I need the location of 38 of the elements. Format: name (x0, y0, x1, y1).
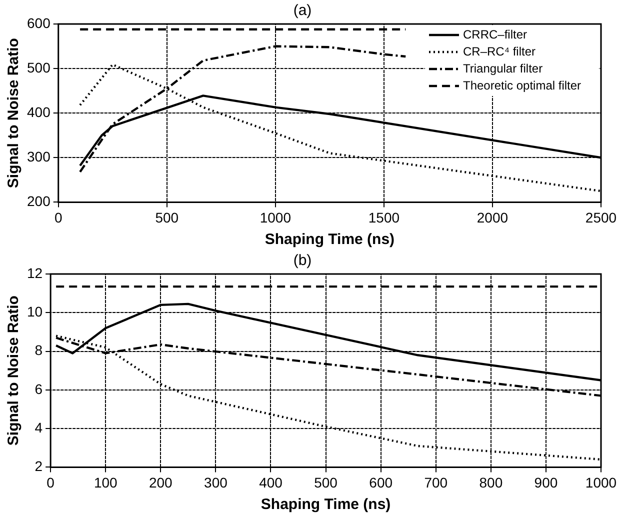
x-tick-label: 2500 (585, 209, 617, 226)
x-tick-label: 100 (94, 474, 118, 490)
y-tick-label: 4 (34, 419, 43, 436)
x-axis-title: Shaping Time (ns) (264, 231, 395, 248)
x-tick-label: 1000 (260, 209, 292, 226)
legend-label: CRRC–filter (463, 27, 528, 42)
legend-label: Theoretic optimal filter (463, 78, 582, 92)
x-tick-label: 400 (259, 474, 283, 490)
x-tick-label: 500 (314, 474, 338, 490)
legend-label: CR–RC⁴ filter (463, 44, 536, 58)
y-axis-title: Signal to Noise Ratio (5, 38, 22, 188)
x-tick-label: 500 (155, 209, 179, 226)
y-tick-label: 400 (27, 104, 51, 120)
x-tick-label: 200 (148, 474, 173, 490)
x-tick-label: 900 (534, 474, 558, 490)
y-tick-label: 12 (26, 264, 43, 281)
y-tick-label: 10 (26, 304, 43, 320)
y-tick-label: 200 (27, 193, 51, 210)
x-tick-label: 0 (54, 209, 62, 226)
y-tick-label: 500 (27, 59, 51, 76)
y-tick-label: 2 (34, 458, 43, 474)
x-tick-label: 300 (204, 474, 228, 490)
x-tick-label: 600 (369, 474, 393, 490)
y-axis-title: Signal to Noise Ratio (5, 296, 22, 446)
x-tick-label: 0 (46, 474, 55, 490)
chart-title: (a) (293, 2, 312, 20)
y-tick-label: 600 (27, 14, 51, 31)
x-tick-label: 1000 (585, 474, 617, 490)
x-tick-label: 700 (424, 474, 448, 490)
y-tick-label: 300 (27, 148, 51, 165)
y-tick-label: 8 (34, 342, 43, 358)
y-tick-label: 6 (34, 380, 43, 397)
legend-label: Triangular filter (463, 61, 543, 76)
x-tick-label: 2000 (476, 209, 508, 226)
x-tick-label: 1500 (368, 209, 400, 226)
chart-title: (b) (293, 252, 312, 270)
x-tick-label: 800 (479, 474, 503, 490)
x-axis-title: Shaping Time (ns) (260, 496, 391, 514)
